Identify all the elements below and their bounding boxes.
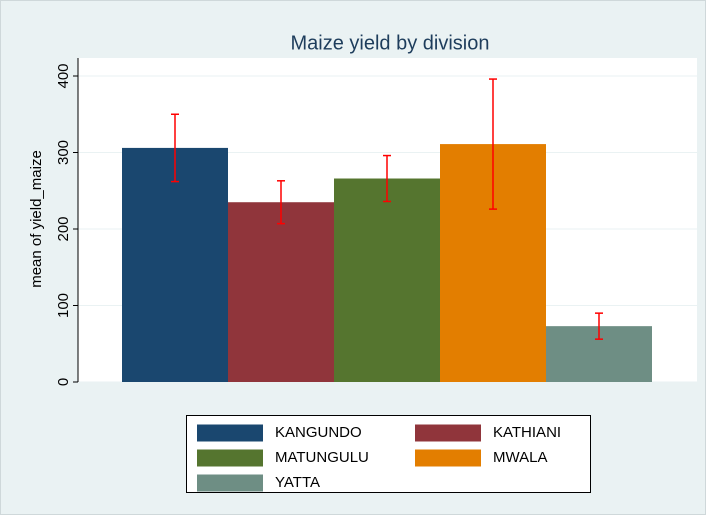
y-axis-title: mean of yield_maize: [28, 150, 45, 288]
y-tick-label: 0: [55, 378, 72, 386]
y-tick-label: 300: [55, 140, 72, 165]
legend-swatch: [415, 424, 481, 442]
error-bar: [383, 154, 391, 203]
error-bar: [489, 78, 497, 210]
chart-title: Maize yield by division: [291, 32, 490, 54]
error-bar: [171, 113, 179, 183]
y-tick-label: 400: [55, 63, 72, 88]
legend-label: MWALA: [493, 449, 547, 466]
error-bar: [595, 312, 603, 340]
y-tick-label: 100: [55, 293, 72, 318]
legend-swatch: [197, 449, 263, 467]
legend-swatch: [415, 449, 481, 467]
bar: [228, 202, 334, 382]
legend-label: KATHIANI: [493, 424, 561, 441]
legend-label: KANGUNDO: [275, 424, 362, 441]
legend-label: MATUNGULU: [275, 449, 369, 466]
bar: [122, 147, 228, 382]
error-bar: [277, 180, 285, 225]
legend-swatch: [197, 474, 263, 492]
legend-label: YATTA: [275, 474, 320, 491]
legend-swatch: [197, 424, 263, 442]
y-tick-label: 200: [55, 216, 72, 241]
bar: [334, 178, 440, 382]
